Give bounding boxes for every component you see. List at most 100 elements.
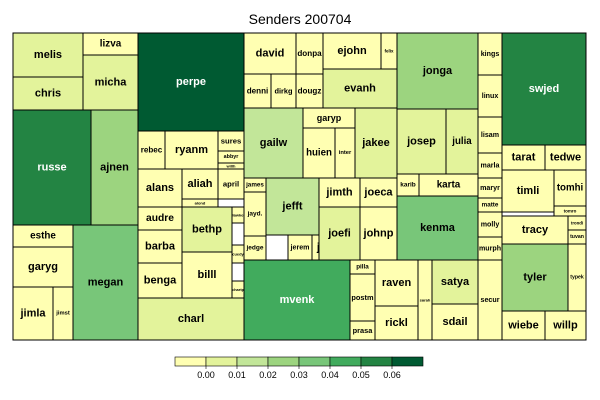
treemap-cell-abbyr: abbyr bbox=[217, 150, 245, 164]
treemap-cell-rect bbox=[477, 74, 503, 118]
treemap-cell-label: linux bbox=[482, 92, 499, 100]
treemap-cell-jayd: jayd. bbox=[243, 191, 267, 237]
treemap-cell-label: tedwe bbox=[550, 152, 581, 164]
treemap-cell-swjed: swjed bbox=[501, 32, 587, 146]
treemap-cell-label: trondi bbox=[571, 221, 583, 226]
treemap-cell-label: aliah bbox=[187, 178, 212, 190]
treemap-cell-label: satya bbox=[441, 276, 470, 288]
treemap-cell-label: garyp bbox=[317, 113, 342, 123]
treemap-cell-rect bbox=[544, 310, 587, 341]
treemap-cell-jakee: jakee bbox=[354, 107, 398, 179]
treemap-cell-label: raven bbox=[382, 277, 412, 289]
treemap-cell-rect bbox=[181, 206, 233, 253]
treemap-cell-dougz: dougz bbox=[295, 73, 324, 109]
treemap-cell-rect bbox=[52, 286, 74, 341]
treemap-cell-label: karta bbox=[437, 180, 461, 191]
treemap-cell-label: james bbox=[245, 182, 264, 189]
treemap-cell-label: tuvan bbox=[570, 234, 584, 240]
treemap-cell-label: karib bbox=[400, 182, 416, 189]
treemap-cell-label: julia bbox=[451, 136, 472, 147]
treemap-cell-label: billl bbox=[198, 269, 217, 281]
treemap-cell-jedge: jedge bbox=[243, 235, 267, 261]
legend-swatch bbox=[267, 356, 300, 367]
treemap-cell-huien: huien bbox=[302, 127, 336, 179]
treemap-cell-label: kings bbox=[481, 50, 500, 58]
treemap-cell-label: sures bbox=[221, 137, 242, 146]
treemap-cell-tracy: tracy bbox=[501, 215, 569, 245]
treemap-cell-label: tyler bbox=[523, 272, 547, 284]
treemap-cell-tyler: tyler bbox=[501, 243, 569, 312]
treemap-cell-label: maryr bbox=[480, 184, 500, 192]
treemap-cell-rect bbox=[137, 168, 183, 208]
treemap-cell-megan: megan bbox=[72, 224, 139, 341]
treemap-cell-kings: kings bbox=[477, 32, 503, 76]
treemap-cell-label: jimth bbox=[325, 187, 353, 199]
treemap-cell-maryr: maryr bbox=[477, 177, 503, 199]
treemap-cell-label: tomhi bbox=[557, 183, 583, 194]
treemap-cell-rect bbox=[396, 108, 447, 175]
treemap-cell-label: chris bbox=[35, 88, 61, 100]
treemap-cell-donpa: donpa bbox=[295, 32, 324, 75]
treemap-cell-sdail: sdail bbox=[431, 303, 479, 341]
treemap-cell-billl: billl bbox=[181, 251, 233, 299]
treemap-cell-chartp: chartp bbox=[231, 280, 245, 299]
treemap-cell-julia: julia bbox=[445, 108, 479, 175]
treemap-cell-dirkg: dirkg bbox=[270, 73, 297, 109]
treemap-cell-label: timli bbox=[517, 185, 540, 197]
treemap-cell-label: matte bbox=[482, 202, 499, 209]
treemap-cell-sarah: sarah bbox=[417, 259, 433, 341]
treemap-cell-rect bbox=[12, 76, 84, 111]
treemap-cells: melis lizva chris micha perpe russe ajnen esthe… bbox=[12, 32, 587, 341]
treemap-cell-label: tracy bbox=[522, 224, 549, 236]
treemap-cell-tedwe: tedwe bbox=[544, 144, 587, 171]
treemap-cell-label: jimst bbox=[55, 311, 70, 317]
treemap-cell-murph: murph bbox=[477, 236, 503, 261]
treemap-cell-label: josep bbox=[406, 136, 436, 148]
treemap-cell-rect bbox=[243, 259, 351, 341]
treemap-cell-rect bbox=[231, 206, 245, 224]
treemap-cell-label: lisam bbox=[481, 131, 499, 139]
treemap-cell-willp: willp bbox=[544, 310, 587, 341]
treemap-cell-tomhi: tomhi bbox=[553, 169, 587, 207]
treemap-cell-label: inter bbox=[339, 150, 352, 156]
treemap-cell-rect bbox=[431, 303, 479, 341]
treemap-cell-rect bbox=[501, 169, 555, 213]
treemap-cell-label: chartp bbox=[232, 287, 245, 292]
treemap-cell-lawke: lawke bbox=[231, 206, 245, 224]
treemap-cell-label: lizva bbox=[100, 39, 122, 50]
treemap-cell-label: huien bbox=[306, 148, 332, 159]
treemap-cell-label: ajnen bbox=[100, 162, 129, 174]
treemap-cell-rect bbox=[137, 32, 245, 132]
treemap-cell-johnp: johnp bbox=[359, 206, 398, 261]
treemap-cell-david: david bbox=[243, 32, 297, 75]
treemap-cell-rickl: rickl bbox=[374, 305, 419, 341]
treemap-cell-felix: felix bbox=[380, 32, 398, 70]
treemap-cell-label: wiebe bbox=[507, 320, 539, 332]
legend-tick-label: 0.04 bbox=[321, 370, 339, 380]
treemap-cell-label: postm bbox=[351, 293, 374, 302]
treemap-cell-timli: timli bbox=[501, 169, 555, 213]
treemap-cell-wiebe: wiebe bbox=[501, 310, 546, 341]
legend-swatch bbox=[174, 356, 207, 367]
treemap-cell-rect bbox=[396, 195, 479, 261]
treemap-cell-label: dougz bbox=[298, 87, 322, 96]
treemap-cell-rect bbox=[181, 251, 233, 299]
treemap-cell-lisam: lisam bbox=[477, 116, 503, 154]
treemap-cell-rect bbox=[501, 32, 587, 146]
treemap-cell-label: johnp bbox=[363, 228, 394, 240]
treemap-cell-rect bbox=[295, 73, 324, 109]
treemap-cell-label: marla bbox=[481, 162, 500, 170]
legend-tick-label: 0.01 bbox=[228, 370, 246, 380]
treemap-cell-label: david bbox=[256, 48, 285, 60]
treemap-cell-label: swjed bbox=[529, 83, 560, 95]
treemap-cell-rect bbox=[501, 144, 546, 171]
treemap-cell-label: benga bbox=[144, 275, 177, 287]
treemap-cell-rect bbox=[82, 54, 139, 111]
treemap-cell-label: jayd. bbox=[247, 211, 263, 218]
treemap-cell-rect bbox=[137, 229, 183, 264]
treemap-cell-label: jefft bbox=[281, 201, 303, 213]
treemap-cell-ryanm: ryanm bbox=[164, 130, 219, 170]
treemap-cell-josep: josep bbox=[396, 108, 447, 175]
treemap-cell-label: alond bbox=[195, 201, 206, 206]
treemap-cell-pilla: pilla bbox=[349, 259, 376, 275]
